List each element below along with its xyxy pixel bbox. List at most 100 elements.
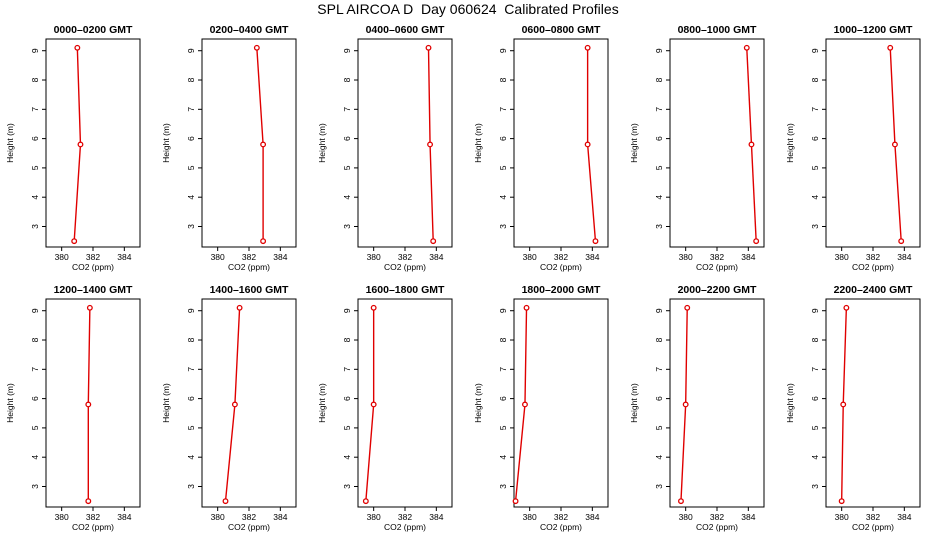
plot-frame: [201, 298, 297, 508]
y-tick-label: 5: [30, 165, 40, 170]
y-tick-label: 3: [186, 484, 196, 489]
y-axis-label: Height (m): [317, 383, 327, 423]
y-tick-label: 3: [810, 224, 820, 229]
data-point: [584, 141, 591, 148]
y-tick-label: 3: [498, 224, 508, 229]
x-tick-label: 382: [866, 512, 880, 522]
y-tick-label: 5: [342, 425, 352, 430]
y-tick-label: 4: [342, 455, 352, 460]
x-axis-label: CO2 (ppm): [852, 522, 894, 532]
chart-panel-1: 0000–0200 GMT 380 382 384 3 4 5 6 7 8 9 CO2 (ppm) He…: [5, 24, 141, 272]
chart-panel-7: 1200–1400 GMT 380 382 384 3 4 5 6 7 8 9 CO2 (ppm) He…: [5, 284, 141, 532]
panel-title: 1000–1200 GMT: [834, 24, 913, 36]
panel-title: 1400–1600 GMT: [210, 284, 289, 296]
data-point: [425, 44, 432, 51]
x-tick-label: 384: [741, 252, 755, 262]
x-tick-label: 380: [679, 252, 693, 262]
x-tick-label: 382: [710, 512, 724, 522]
y-axis-label: Height (m): [5, 123, 15, 163]
y-tick-label: 8: [810, 337, 820, 342]
x-axis-label: CO2 (ppm): [852, 262, 894, 272]
y-tick-label: 5: [186, 425, 196, 430]
y-tick-label: 7: [810, 367, 820, 372]
y-tick-label: 5: [498, 165, 508, 170]
data-point: [362, 498, 369, 505]
x-tick-label: 382: [710, 252, 724, 262]
y-tick-label: 7: [654, 107, 664, 112]
y-tick-label: 5: [810, 425, 820, 430]
y-tick-label: 5: [498, 425, 508, 430]
y-tick-label: 9: [30, 48, 40, 53]
y-tick-label: 7: [342, 107, 352, 112]
y-tick-label: 7: [30, 367, 40, 372]
x-tick-label: 382: [398, 252, 412, 262]
x-axis-label: CO2 (ppm): [696, 262, 738, 272]
chart-panel-9: 1600–1800 GMT 380 382 384 3 4 5 6 7 8 9 CO2 (ppm) He…: [317, 284, 453, 532]
x-tick-label: 380: [523, 512, 537, 522]
x-tick-label: 384: [429, 252, 443, 262]
y-tick-label: 6: [186, 396, 196, 401]
data-point: [891, 141, 898, 148]
data-point: [85, 401, 92, 408]
y-axis-label: Height (m): [161, 383, 171, 423]
data-point: [887, 44, 894, 51]
y-tick-label: 3: [498, 484, 508, 489]
x-tick-label: 382: [554, 252, 568, 262]
chart-panel-10: 1800–2000 GMT 380 382 384 3 4 5 6 7 8 9 CO2 (ppm) He…: [473, 284, 609, 532]
y-tick-label: 4: [498, 455, 508, 460]
y-tick-label: 4: [186, 195, 196, 200]
y-axis-label: Height (m): [473, 383, 483, 423]
data-point: [523, 304, 530, 311]
y-tick-label: 7: [342, 367, 352, 372]
data-point: [584, 44, 591, 51]
y-tick-label: 4: [186, 455, 196, 460]
panel-title: 0800–1000 GMT: [678, 24, 757, 36]
y-tick-label: 6: [810, 396, 820, 401]
y-tick-label: 3: [810, 484, 820, 489]
x-tick-label: 380: [367, 252, 381, 262]
y-tick-label: 6: [342, 396, 352, 401]
plot-frame: [825, 38, 921, 248]
plot-frame: [357, 38, 453, 248]
x-tick-label: 382: [242, 512, 256, 522]
y-tick-label: 6: [654, 396, 664, 401]
panel-title: 1200–1400 GMT: [54, 284, 133, 296]
y-tick-label: 6: [30, 136, 40, 141]
data-point: [260, 141, 267, 148]
y-tick-label: 9: [186, 308, 196, 313]
y-tick-label: 9: [654, 308, 664, 313]
x-axis-label: CO2 (ppm): [384, 522, 426, 532]
panel-title: 0000–0200 GMT: [54, 24, 133, 36]
chart-panel-2: 0200–0400 GMT 380 382 384 3 4 5 6 7 8 9 CO2 (ppm) He…: [161, 24, 297, 272]
x-tick-label: 382: [86, 512, 100, 522]
data-point: [743, 44, 750, 51]
data-point: [840, 401, 847, 408]
y-tick-label: 3: [342, 224, 352, 229]
x-tick-label: 384: [273, 512, 287, 522]
x-tick-label: 380: [835, 512, 849, 522]
panel-title: 0600–0800 GMT: [522, 24, 601, 36]
y-axis-label: Height (m): [785, 383, 795, 423]
y-tick-label: 5: [342, 165, 352, 170]
y-tick-label: 9: [30, 308, 40, 313]
y-tick-label: 6: [654, 136, 664, 141]
y-tick-label: 9: [810, 48, 820, 53]
x-axis-label: CO2 (ppm): [696, 522, 738, 532]
plot-frame: [825, 298, 921, 508]
y-tick-label: 9: [498, 48, 508, 53]
y-tick-label: 7: [30, 107, 40, 112]
y-tick-label: 8: [498, 77, 508, 82]
y-tick-label: 9: [186, 48, 196, 53]
y-tick-label: 3: [342, 484, 352, 489]
y-tick-label: 8: [498, 337, 508, 342]
y-axis-label: Height (m): [5, 383, 15, 423]
data-point: [253, 44, 260, 51]
panel-title: 0400–0600 GMT: [366, 24, 445, 36]
y-tick-label: 5: [30, 425, 40, 430]
x-tick-label: 380: [835, 252, 849, 262]
x-tick-label: 380: [523, 252, 537, 262]
chart-panel-12: 2200–2400 GMT 380 382 384 3 4 5 6 7 8 9 CO2 (ppm) He…: [785, 284, 921, 532]
data-point: [748, 141, 755, 148]
